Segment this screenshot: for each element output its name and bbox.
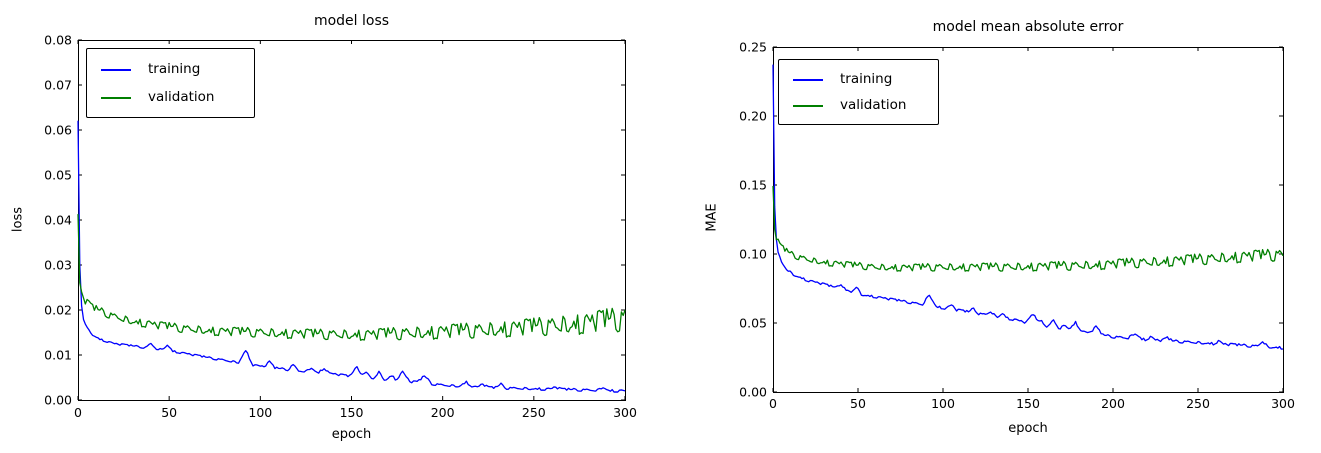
x-tick-label: 150 [340,405,364,420]
legend-row-training: training [101,56,242,84]
mae-plot-area: 0 50 100 150 200 250 300 0.00 0.05 0.10 0.15 0.20 0.… [739,40,1295,412]
y-tick-label: 0.20 [739,109,767,124]
y-tick-label: 0.15 [739,178,767,193]
y-tick-label: 0.00 [44,393,72,408]
legend-label-validation: validation [148,89,215,106]
training-curve [77,120,626,393]
y-tick-label: 0.04 [44,213,72,228]
x-tick-label: 200 [431,405,455,420]
x-tick-label: 100 [931,396,955,411]
legend-row-training: training [793,67,926,93]
mae-chart: 0 50 100 150 200 250 300 0.00 0.05 0.10 0.15 0.20 0.… [660,0,1321,453]
y-tick-label: 0.10 [739,247,767,262]
validation-line-sample [793,105,823,107]
legend-label-training: training [148,61,201,78]
x-tick-label: 300 [613,405,637,420]
loss-legend: training validation [86,48,255,118]
x-tick-label: 0 [769,396,777,411]
y-tick-label: 0.08 [44,33,72,48]
loss-chart-title: model loss [313,13,390,29]
y-tick-label: 0.02 [44,303,72,318]
y-tick-label: 0.05 [44,168,72,183]
loss-chart: 0 50 100 150 200 250 300 0.00 0.01 0.02 0.03 0.04 0.… [0,0,660,453]
x-tick-label: 50 [850,396,866,411]
training-curve [772,64,1284,350]
training-line-sample [101,69,131,71]
mae-chart-title: model mean absolute error [932,19,1124,35]
legend-label-validation: validation [840,97,907,114]
legend-row-validation: validation [793,93,926,119]
y-tick-label: 0.01 [44,348,72,363]
y-tick-label: 0.07 [44,78,72,93]
legend-label-training: training [840,71,893,88]
y-tick-label: 0.06 [44,123,72,138]
x-tick-label: 300 [1271,396,1295,411]
mae-y-axis-label: MAE [704,203,720,232]
mae-legend: training validation [778,59,939,125]
mae-x-axis-label: epoch [1008,421,1048,436]
x-tick-label: 150 [1016,396,1040,411]
loss-x-axis-label: epoch [331,427,372,442]
loss-y-axis-label: loss [10,206,26,233]
validation-curve [77,214,626,341]
x-tick-label: 50 [161,405,177,420]
x-tick-label: 250 [1186,396,1210,411]
loss-plot-area: 0 50 100 150 200 250 300 0.00 0.01 0.02 0.03 0.04 0.… [44,33,637,421]
x-tick-label: 0 [74,405,82,420]
x-tick-label: 250 [522,405,546,420]
y-tick-label: 0.25 [739,40,767,55]
x-tick-label: 200 [1101,396,1125,411]
y-tick-label: 0.00 [739,385,767,400]
legend-row-validation: validation [101,84,242,112]
y-tick-label: 0.03 [44,258,72,273]
x-tick-label: 100 [248,405,272,420]
training-line-sample [793,79,823,81]
validation-curve [772,185,1284,272]
y-tick-label: 0.05 [739,316,767,331]
validation-line-sample [101,97,131,99]
